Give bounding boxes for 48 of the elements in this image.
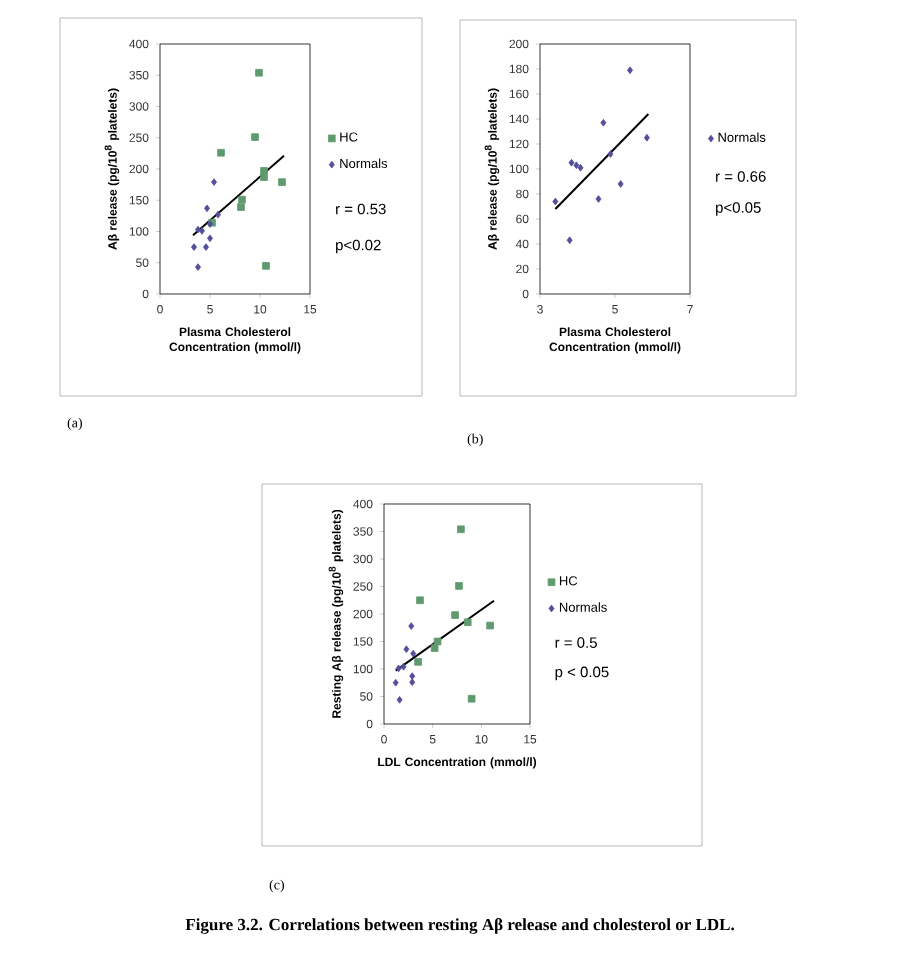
point — [617, 180, 624, 188]
point — [400, 663, 407, 671]
point — [199, 227, 205, 235]
point — [251, 133, 259, 141]
point — [278, 178, 286, 186]
point — [203, 243, 209, 251]
point — [643, 133, 650, 142]
point — [191, 243, 197, 251]
point — [237, 203, 245, 211]
point — [430, 644, 439, 652]
point — [568, 158, 575, 167]
point — [392, 678, 399, 687]
point — [433, 637, 442, 646]
point — [409, 678, 416, 686]
point — [195, 263, 201, 271]
point — [207, 234, 213, 243]
point — [262, 262, 270, 270]
point — [238, 195, 246, 204]
point — [414, 658, 422, 666]
point — [403, 645, 410, 653]
point — [255, 68, 263, 77]
point — [195, 225, 201, 234]
point — [408, 622, 415, 630]
point — [395, 664, 402, 673]
caption: Figure 3.2. Correlations between resting Aβ release and cholesterol or LDL. — [185, 918, 735, 934]
point — [260, 173, 268, 181]
point — [627, 66, 633, 75]
point — [467, 694, 476, 703]
point — [409, 672, 416, 680]
point — [215, 210, 221, 219]
point — [204, 204, 210, 213]
point — [552, 197, 559, 206]
point — [211, 178, 217, 186]
point — [451, 611, 459, 619]
point — [217, 148, 225, 157]
point — [463, 618, 472, 627]
point — [486, 621, 494, 630]
point — [595, 195, 602, 203]
point — [410, 649, 417, 658]
point — [416, 596, 424, 605]
point — [455, 582, 463, 590]
point — [566, 236, 573, 245]
point — [577, 163, 584, 172]
point — [396, 696, 403, 704]
point — [607, 150, 614, 158]
point — [600, 118, 607, 127]
point — [573, 161, 580, 170]
point — [457, 525, 465, 534]
